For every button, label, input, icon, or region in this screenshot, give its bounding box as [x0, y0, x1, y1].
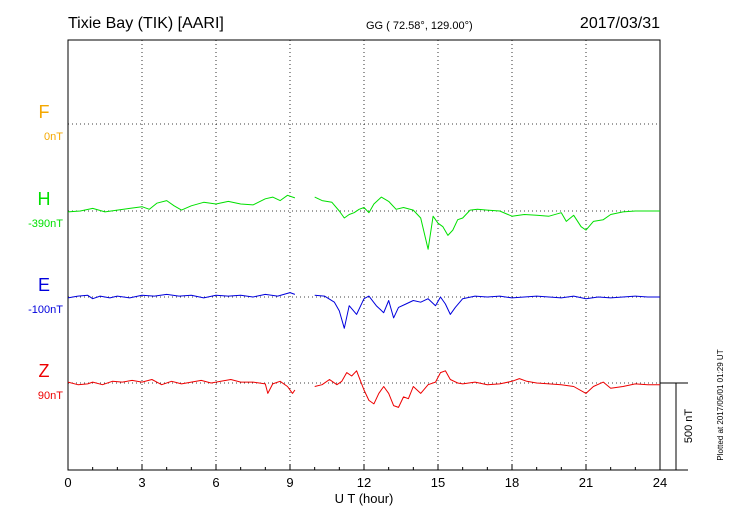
x-tick-label: 0: [64, 475, 71, 490]
coordinates-label: GG ( 72.58°, 129.00°): [366, 20, 473, 32]
date-label: 2017/03/31: [580, 15, 660, 32]
series-line-h: [67, 194, 660, 250]
x-tick-label: 15: [431, 475, 445, 490]
series-line-z: [67, 370, 660, 408]
x-tick-label: 18: [505, 475, 519, 490]
x-axis-label: U T (hour): [335, 491, 394, 506]
station-title: Tixie Bay (TIK) [AARI]: [68, 15, 224, 32]
series-line-e: [67, 292, 660, 329]
x-tick-label: 6: [212, 475, 219, 490]
grid: [68, 40, 660, 470]
series-baseline-h: -390nT: [28, 218, 63, 230]
series-name-f: F: [39, 102, 50, 122]
series-name-h: H: [38, 189, 51, 209]
series-name-e: E: [38, 275, 50, 295]
scale-bar: 500 nT: [660, 382, 695, 471]
series-baseline-z: 90nT: [38, 390, 63, 402]
x-tick-label: 12: [357, 475, 371, 490]
x-tick-label: 24: [653, 475, 667, 490]
x-tick-label: 9: [286, 475, 293, 490]
x-axis: 0 3 6 9 12 15 18 21 24: [64, 464, 667, 490]
plotted-at-note: Plotted at 2017/05/01 01:29 UT: [716, 349, 725, 460]
series-name-z: Z: [39, 361, 50, 381]
x-tick-label: 3: [138, 475, 145, 490]
x-tick-label: 21: [579, 475, 593, 490]
scale-label: 500 nT: [683, 409, 695, 444]
series-baseline-f: 0nT: [44, 131, 63, 143]
series-baseline-e: -100nT: [28, 304, 63, 316]
series-group: [67, 194, 660, 408]
series-labels: F 0nT H -390nT E -100nT Z 90nT: [28, 102, 63, 402]
